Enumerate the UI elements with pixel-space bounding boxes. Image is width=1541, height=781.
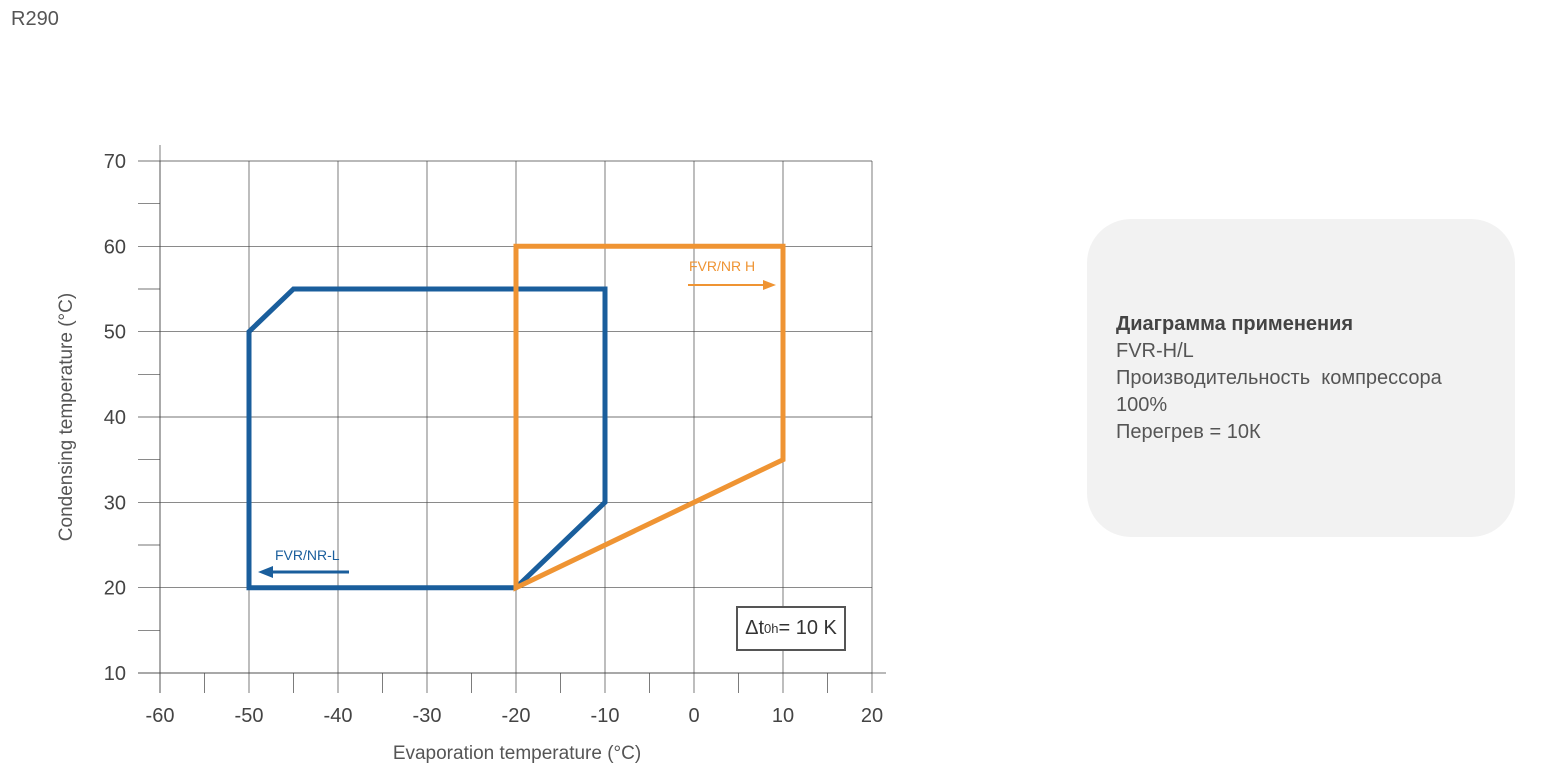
info-line-capacity: Производительность компрессора: [1116, 367, 1442, 389]
ticks: -60 -50 -40 -30 -20 -10 0 10 20 10 20 30 40 50 60 70: [104, 151, 883, 727]
x-tick-label: -50: [235, 705, 264, 727]
x-axis-label: Evaporation temperature (°C): [393, 743, 641, 764]
info-card: Диаграмма применения FVR-H/L Производите…: [1087, 219, 1515, 537]
y-tick-label: 70: [104, 151, 126, 173]
x-tick-label: 20: [861, 705, 883, 727]
x-tick-label: -30: [413, 705, 442, 727]
y-tick-label: 20: [104, 578, 126, 600]
y-tick-label: 30: [104, 492, 126, 514]
arrows: FVR/NR-L FVR/NR H: [258, 258, 776, 578]
info-heading: Диаграмма применения: [1116, 313, 1354, 335]
x-tick-label: -20: [502, 705, 531, 727]
series-label-low: FVR/NR-L: [275, 547, 340, 563]
x-tick-label: -40: [324, 705, 353, 727]
y-tick-label: 50: [104, 322, 126, 344]
x-tick-label: -10: [591, 705, 620, 727]
series-label-high: FVR/NR H: [689, 258, 755, 274]
x-tick-label: 10: [772, 705, 794, 727]
superheat-annotation-box: Δt 0h = 10 K: [736, 606, 846, 651]
x-tick-label: 0: [688, 705, 699, 727]
series: [246, 243, 786, 592]
x-tick-label: -60: [146, 705, 175, 727]
y-axis-label: Condensing temperature (°C): [56, 293, 77, 541]
series-envelope-1: [513, 243, 786, 592]
y-tick-label: 60: [104, 236, 126, 258]
arrow-left-head: [258, 566, 273, 578]
annotation-subscript: 0h: [764, 621, 779, 636]
y-tick-label: 10: [104, 663, 126, 685]
y-tick-label: 40: [104, 407, 126, 429]
annotation-suffix: = 10 K: [778, 617, 837, 639]
info-line-percent: 100%: [1116, 394, 1168, 416]
annotation-prefix: Δt: [745, 617, 765, 639]
info-line-superheat: Перегрев = 10К: [1116, 421, 1261, 443]
page-title: R290: [11, 8, 59, 30]
info-line-model: FVR-H/L: [1116, 340, 1194, 362]
arrow-right-head: [763, 280, 776, 290]
